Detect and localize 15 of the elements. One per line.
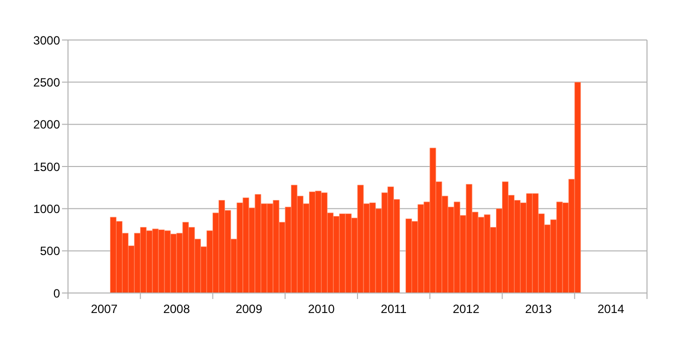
y-tick-label: 2000 (33, 118, 60, 132)
y-tick-label: 1000 (33, 202, 60, 216)
y-tick-label: 2500 (33, 75, 60, 90)
y-tick-label: 1500 (33, 160, 60, 174)
x-tick-label: 2013 (525, 302, 552, 316)
x-tick-label: 2007 (90, 302, 118, 316)
y-tick-label: 0 (53, 286, 60, 300)
y-tick-label: 500 (40, 244, 60, 258)
x-tick-label: 2014 (597, 302, 624, 316)
x-tick-label: 2011 (380, 302, 407, 316)
x-tick-label: 2010 (308, 302, 335, 316)
x-tick-label: 2012 (452, 302, 480, 316)
x-tick-label: 2009 (236, 302, 263, 316)
x-tick-label: 2008 (163, 302, 190, 316)
y-tick-label: 3000 (33, 33, 60, 48)
